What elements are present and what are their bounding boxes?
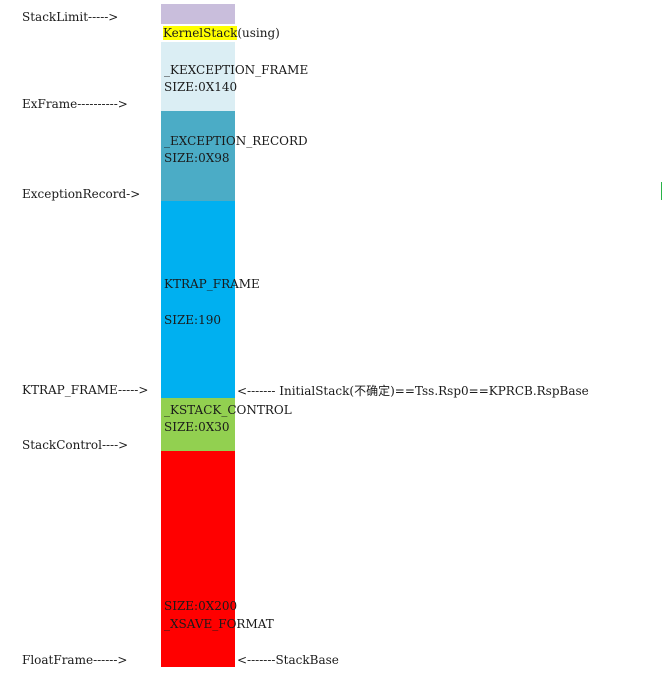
initial-stack-note: <------- InitialStack(不确定)==Tss.Rsp0==KP… [237, 384, 589, 398]
ktrap-frame-name: KTRAP_FRAME [164, 277, 260, 291]
stack-limit-pointer: StackLimit-----> [22, 10, 119, 24]
kernel-stack-using: (using) [237, 26, 280, 40]
stack-base-note: <-------StackBase [237, 653, 339, 667]
text-cursor-mark [661, 182, 662, 200]
xsave-format-name: _XSAVE_FORMAT [164, 617, 274, 631]
exception-record-name: _EXCEPTION_RECORD [164, 134, 308, 148]
kstack-control-size: SIZE:0X30 [164, 420, 230, 434]
kexception-frame-block [161, 42, 235, 111]
ktrap-frame-size: SIZE:190 [164, 313, 222, 327]
kstack-control-name: _KSTACK_CONTROL [164, 403, 292, 417]
stack-top-region [161, 4, 235, 24]
ex-frame-pointer: ExFrame----------> [22, 97, 128, 111]
exception-record-size: SIZE:0X98 [164, 151, 230, 165]
ktrap-frame-pointer: KTRAP_FRAME-----> [22, 383, 149, 397]
float-frame-pointer: FloatFrame------> [22, 653, 128, 667]
kexception-frame-size: SIZE:0X140 [164, 80, 238, 94]
kernel-stack-highlight: KernelStack [163, 26, 238, 40]
ktrap-frame-block [161, 201, 235, 398]
kernel-stack-label: KernelStack(using) [163, 26, 280, 40]
xsave-format-size: SIZE:0X200 [164, 599, 238, 613]
xsave-format-block [161, 451, 235, 667]
stack-control-pointer: StackControl----> [22, 438, 129, 452]
exception-record-block [161, 111, 235, 201]
kexception-frame-name: _KEXCEPTION_FRAME [164, 63, 309, 77]
kstack-control-block [161, 398, 235, 451]
exception-record-pointer: ExceptionRecord-> [22, 187, 141, 201]
